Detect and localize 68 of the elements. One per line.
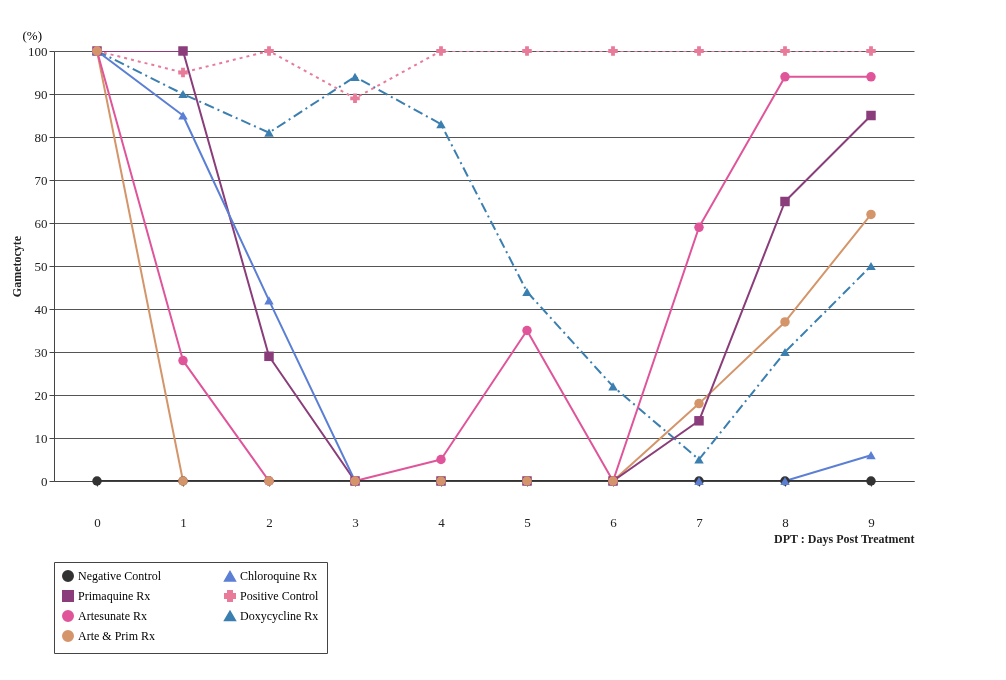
point: [780, 196, 790, 207]
point: [178, 46, 188, 56]
point: [92, 476, 102, 486]
y-tick-label: 50: [34, 258, 48, 274]
y-tick-label: 0: [41, 473, 48, 489]
point: [264, 296, 274, 305]
point: [178, 111, 188, 120]
point: [780, 72, 790, 82]
point: [350, 72, 360, 81]
x-tick-label: 5: [524, 514, 531, 530]
legend-label: Negative Control: [78, 569, 162, 583]
point: [780, 347, 790, 357]
y-tick-label: 30: [34, 344, 48, 360]
point: [264, 351, 274, 362]
point: [694, 46, 704, 56]
legend-label: Doxycycline Rx: [240, 609, 319, 623]
point: [522, 287, 532, 296]
legend-label: Arte & Prim Rx: [78, 629, 155, 643]
y-tick-label: 10: [34, 430, 48, 446]
x-tick-label: 2: [266, 514, 273, 530]
point: [350, 93, 360, 104]
x-tick-label: 0: [94, 514, 101, 530]
legend-label: Positive Control: [240, 589, 320, 603]
x-tick-label: 4: [438, 514, 446, 530]
legend-label: Chloroquine Rx: [240, 569, 317, 584]
point: [178, 355, 188, 366]
point: [178, 67, 188, 78]
legend-label: Primaquine Rx: [78, 589, 151, 603]
point: [694, 398, 704, 409]
point: [264, 46, 274, 56]
point: [436, 119, 446, 129]
y-tick-label: 90: [34, 86, 48, 102]
point: [866, 476, 876, 486]
y-tick-label: 60: [34, 215, 48, 231]
point: [866, 46, 876, 56]
point: [608, 46, 618, 56]
point: [866, 72, 876, 82]
y-tick-label: 100: [28, 43, 48, 59]
point: [866, 110, 876, 121]
point: [694, 455, 704, 464]
point: [780, 317, 790, 327]
y-tick-label: 80: [34, 129, 48, 145]
x-tick-label: 7: [696, 514, 704, 530]
point: [866, 209, 876, 220]
point: [264, 128, 274, 137]
point: [436, 46, 446, 56]
point: [522, 46, 532, 56]
point: [694, 416, 704, 426]
point: [780, 46, 790, 56]
x-tick-label: 8: [782, 514, 789, 530]
y-tick-label: 20: [34, 387, 48, 403]
point: [866, 451, 876, 460]
x-tick-label: 6: [610, 514, 618, 530]
x-tick-label: 3: [352, 514, 359, 530]
point: [436, 454, 446, 465]
y-axis-title: Gametocyte: [10, 235, 24, 298]
point: [694, 222, 704, 233]
text: (%): [22, 28, 42, 43]
x-tick-label: 9: [868, 514, 875, 530]
y-tick-label: 70: [34, 172, 48, 188]
point: [522, 325, 532, 336]
y-tick-label: 40: [34, 301, 48, 317]
x-axis-title: DPT : Days Post Treatment: [774, 531, 915, 546]
point: [608, 382, 618, 391]
point: [178, 89, 188, 99]
x-tick-label: 1: [180, 514, 187, 530]
point: [866, 261, 876, 271]
legend-label: Artesunate Rx: [78, 609, 147, 623]
